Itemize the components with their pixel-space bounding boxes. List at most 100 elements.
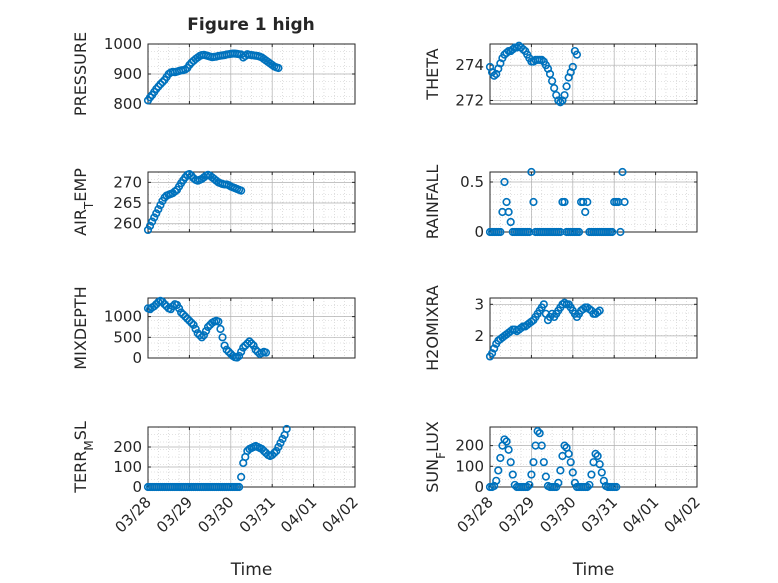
data-point xyxy=(150,213,159,222)
data-point xyxy=(508,45,517,54)
data-point xyxy=(274,63,283,73)
y-tick-label: 272 xyxy=(455,91,484,109)
data-point xyxy=(574,227,584,237)
data-point xyxy=(556,98,565,107)
data-point xyxy=(560,91,569,100)
data-point xyxy=(234,351,244,361)
x-tick-label: 03/29 xyxy=(495,493,538,536)
x-tick-label: 04/01 xyxy=(277,493,320,536)
data-point xyxy=(618,167,627,177)
data-point xyxy=(585,480,594,490)
subplot-4: 0 0.5 RAINFALL xyxy=(423,165,698,241)
y-tick-label: 274 xyxy=(455,56,484,74)
data-point xyxy=(506,458,515,467)
data-point xyxy=(181,312,190,321)
data-point xyxy=(597,468,606,477)
data-point xyxy=(504,207,513,217)
y-tick-label: 500 xyxy=(113,328,142,346)
data-point xyxy=(195,331,204,340)
data-point xyxy=(593,451,602,461)
data-point xyxy=(239,343,248,352)
data-point xyxy=(185,316,194,325)
y-axis-label: SUNFLUX xyxy=(423,421,448,493)
data-point xyxy=(261,348,271,357)
data-point xyxy=(583,197,592,207)
data-point xyxy=(494,466,503,475)
x-tick-label: 04/01 xyxy=(619,493,662,536)
data-point xyxy=(183,314,192,323)
data-point xyxy=(581,207,590,217)
data-point xyxy=(502,48,511,57)
data-point xyxy=(537,55,546,64)
data-point xyxy=(550,84,559,93)
data-point xyxy=(220,341,229,350)
y-axis-label: THETA xyxy=(423,48,442,100)
data-point xyxy=(560,441,569,450)
y-axis-label: H2OMIXRA xyxy=(423,285,442,371)
axes-box xyxy=(489,426,698,488)
data-point xyxy=(145,221,155,230)
y-tick-label: 270 xyxy=(113,173,142,191)
y-tick-label: 0 xyxy=(474,478,484,496)
x-tick-label: 03/31 xyxy=(578,493,621,536)
data-point xyxy=(158,77,167,87)
data-point xyxy=(179,310,188,319)
data-point xyxy=(203,322,213,332)
x-tick-label: 03/30 xyxy=(536,493,579,536)
data-point xyxy=(245,337,254,346)
data-point xyxy=(487,349,497,358)
y-axis-label: TERRMSL xyxy=(71,421,96,494)
axes-box xyxy=(147,297,356,359)
data-point xyxy=(539,300,548,309)
subplot-5: 0 500 1000 MIXDEPTH xyxy=(71,286,356,370)
data-point xyxy=(237,472,246,482)
data-point xyxy=(595,306,604,315)
data-point xyxy=(529,458,538,467)
y-tick-label: 260 xyxy=(113,215,142,233)
data-point xyxy=(612,482,621,492)
data-point xyxy=(270,448,279,458)
data-point xyxy=(272,446,281,456)
data-point xyxy=(224,347,233,356)
figure-title: Figure 1 high xyxy=(187,15,315,35)
y-tick-label: 100 xyxy=(455,457,484,475)
x-tick-label: 04/02 xyxy=(319,493,362,536)
x-tick-label: 03/29 xyxy=(153,493,196,536)
axes-box xyxy=(489,171,698,233)
data-point xyxy=(545,69,555,79)
data-point xyxy=(537,441,546,450)
data-point xyxy=(587,470,596,479)
data-point xyxy=(249,341,258,350)
data-point xyxy=(527,167,536,177)
y-axis-label: PRESSURE xyxy=(71,32,90,116)
data-point xyxy=(608,227,617,237)
axes-box xyxy=(147,426,356,488)
data-point xyxy=(187,318,196,327)
y-tick-label: 200 xyxy=(455,437,484,455)
data-point xyxy=(160,300,169,309)
data-point xyxy=(214,317,223,326)
data-point xyxy=(150,302,159,311)
subplot-1: 800 900 1000 PRESSURE xyxy=(71,32,356,116)
y-tick-label: 0 xyxy=(132,478,142,496)
data-point xyxy=(143,225,153,235)
data-point xyxy=(583,482,592,492)
data-point xyxy=(197,333,206,342)
data-point xyxy=(535,429,544,438)
y-tick-label: 0 xyxy=(132,349,142,367)
data-point xyxy=(247,339,256,348)
y-tick-label: 3 xyxy=(474,295,484,313)
data-point xyxy=(177,308,186,317)
y-tick-label: 900 xyxy=(113,65,142,83)
data-point xyxy=(560,197,569,207)
y-tick-label: 2 xyxy=(474,327,484,345)
data-point xyxy=(237,186,246,195)
data-point xyxy=(564,449,573,458)
data-point xyxy=(620,197,629,207)
data-point xyxy=(502,437,511,446)
axes-box xyxy=(147,171,356,233)
data-point xyxy=(278,434,287,444)
data-point xyxy=(199,331,208,340)
data-point xyxy=(570,478,579,487)
